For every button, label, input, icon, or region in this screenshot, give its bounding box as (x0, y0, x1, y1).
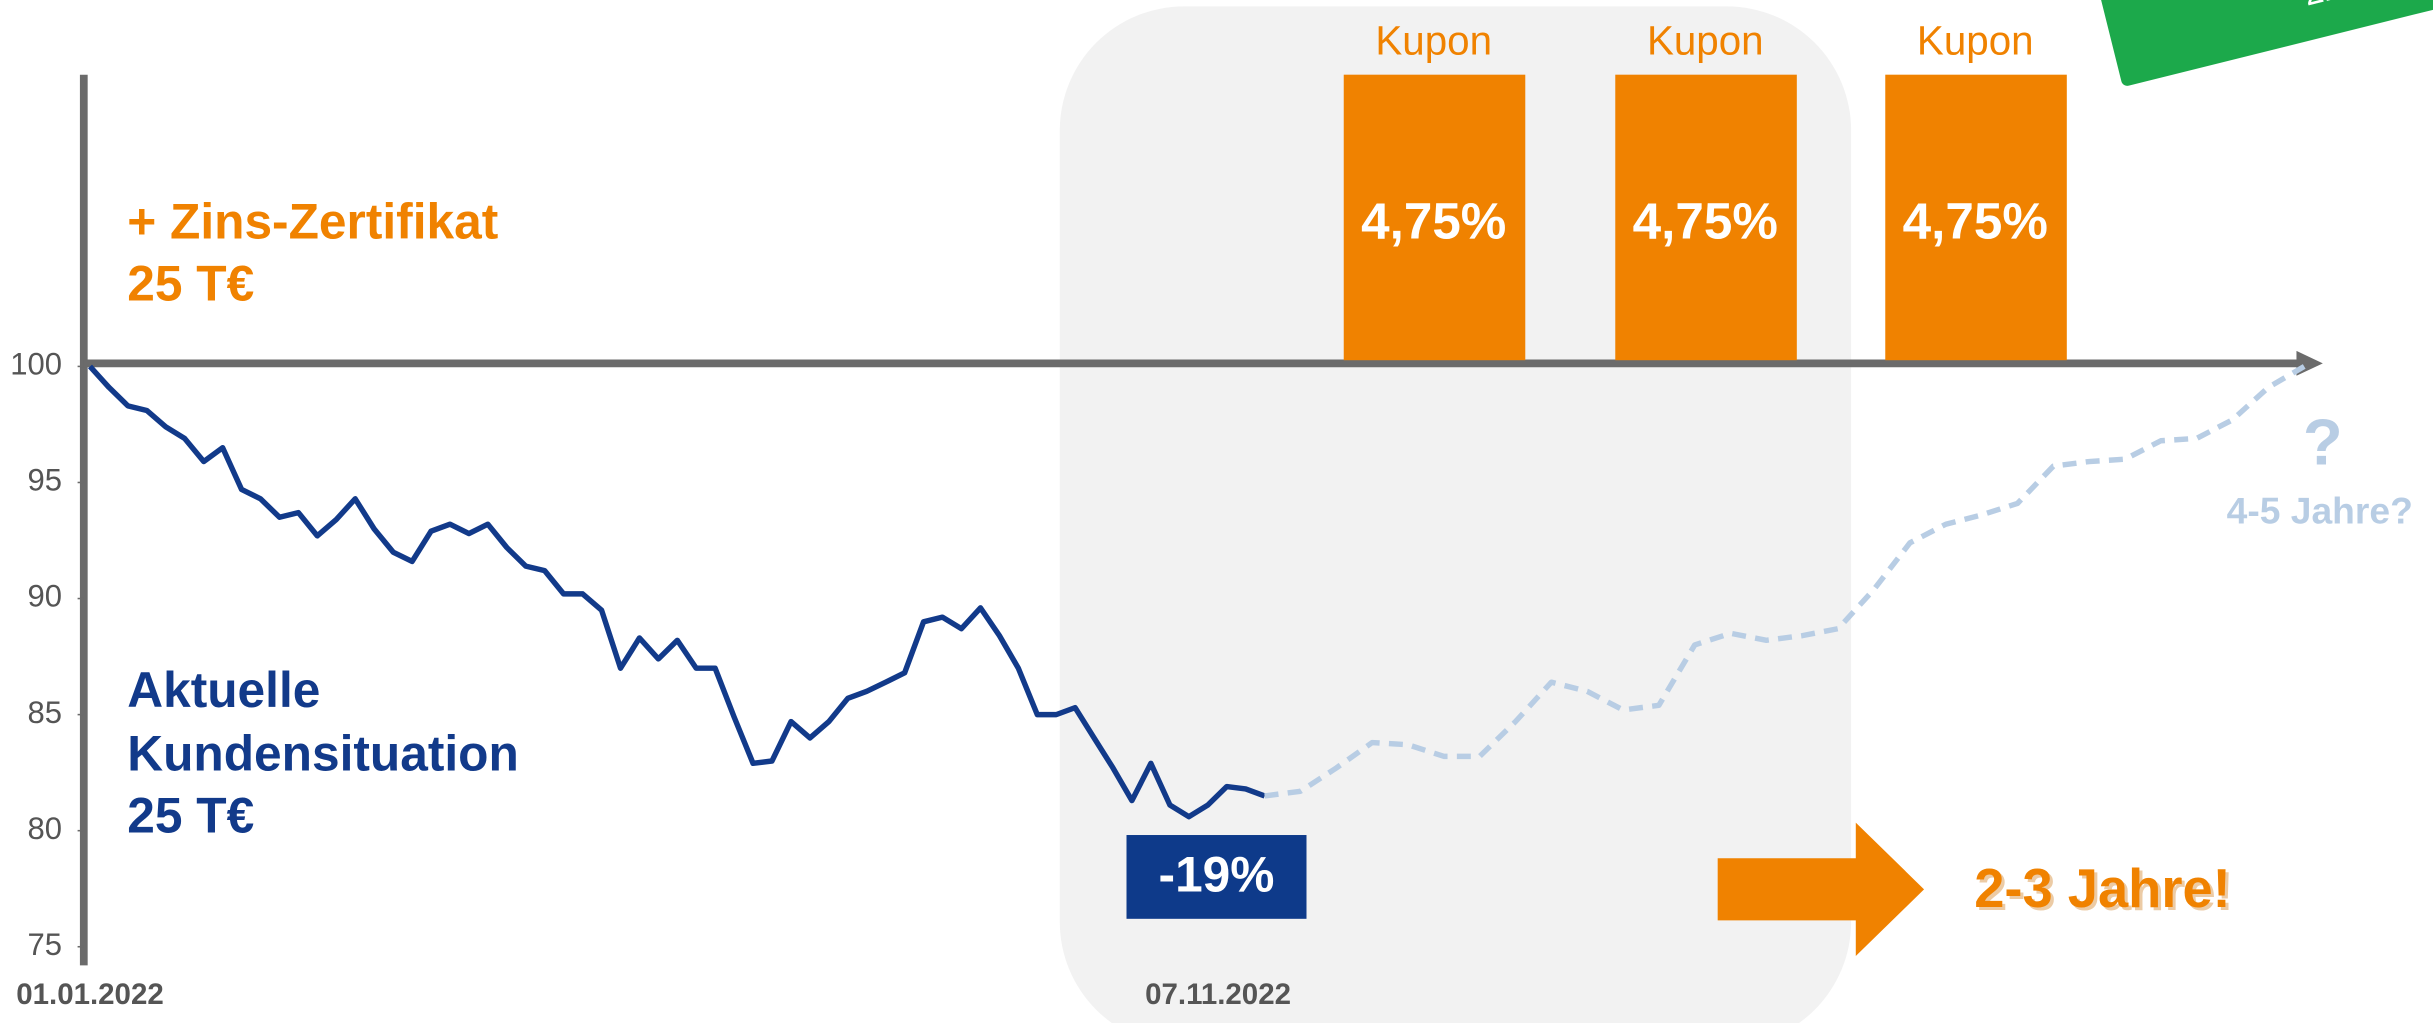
question-mark: ? (2303, 405, 2343, 478)
coupon-value-label: 4,75% (1633, 193, 1778, 250)
certificate-label: + Zins-Zertifikat (127, 193, 498, 249)
client-amount: 25 T€ (127, 788, 254, 844)
price-line (87, 364, 1266, 820)
coupon-label: Kupon (1647, 17, 1764, 63)
arrow (1717, 822, 1925, 957)
coupon-value-label: 4,75% (1903, 193, 2048, 250)
recovery-shadow: 2-3 Jahre! (1977, 861, 2234, 922)
recovery-label: 2-3 Jahre! (1974, 858, 2231, 919)
drop-label: -19% (1159, 847, 1275, 903)
y-tick-label: 75 (28, 927, 63, 962)
drop-box (1126, 835, 1307, 919)
coupon-bar (1343, 74, 1526, 361)
coupon-value-label: 4,75% (1361, 193, 1506, 250)
client-label: Kundensituation (127, 726, 519, 782)
badge: 22 (2097, 0, 2433, 86)
client-label: Aktuelle (127, 662, 320, 718)
y-tick-label: 95 (28, 463, 63, 498)
coupon-label: Kupon (1917, 17, 2034, 63)
axis-arrowhead (2296, 350, 2323, 376)
y-tick-label: 100 (10, 347, 62, 382)
y-tick-label: 90 (28, 579, 63, 614)
x-tick-label: 01.01.2022 (16, 978, 164, 1011)
projection-line (1264, 364, 2306, 799)
certificate-amount: 25 T€ (127, 255, 254, 311)
x-tick-label: 07.11.2022 (1145, 978, 1291, 1011)
badge-shape (2097, 0, 2433, 86)
coupon-label: Kupon (1375, 17, 1492, 63)
y-tick-label: 85 (28, 695, 63, 730)
y-tick-label: 80 (28, 811, 63, 846)
long-recovery-label: 4-5 Jahre? (2227, 490, 2413, 532)
coupon-bar (1885, 74, 2067, 361)
coupon-bar (1615, 74, 1797, 361)
